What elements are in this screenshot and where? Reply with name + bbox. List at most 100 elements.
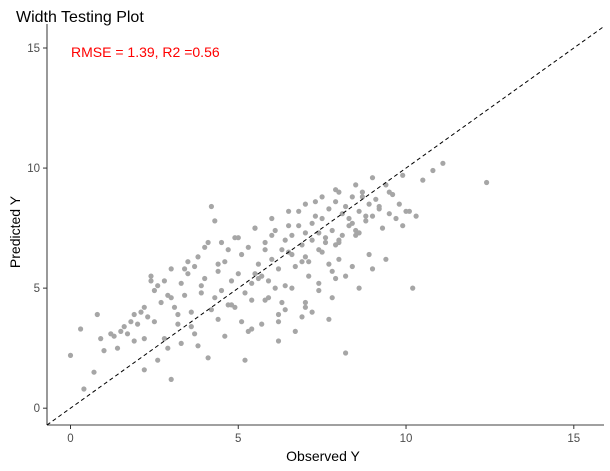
data-point [296, 223, 302, 229]
data-point [218, 287, 225, 294]
data-point [336, 256, 342, 262]
data-point [349, 220, 355, 226]
data-point [286, 223, 292, 229]
data-point [101, 348, 107, 354]
data-point [484, 179, 490, 186]
data-point [292, 263, 298, 270]
data-point [312, 213, 318, 219]
data-point [114, 345, 121, 351]
data-point [205, 355, 211, 361]
data-point [161, 336, 167, 342]
data-point [329, 227, 335, 234]
data-point [353, 227, 359, 234]
data-point [128, 319, 134, 325]
data-point [94, 311, 100, 318]
data-point [286, 208, 292, 214]
data-point [182, 292, 188, 298]
data-point [309, 237, 315, 243]
data-point [225, 247, 231, 253]
data-point [161, 278, 167, 284]
data-point [212, 218, 218, 224]
data-point [212, 295, 218, 301]
data-point [131, 311, 137, 318]
data-point [239, 319, 245, 325]
x-axis-ticks: 0 5 10 15 [67, 425, 580, 445]
data-point [406, 208, 412, 214]
data-point [252, 225, 258, 231]
data-point [322, 239, 329, 246]
data-point [148, 278, 154, 284]
data-point [195, 343, 201, 349]
data-point [198, 283, 204, 289]
x-tick-label: 10 [400, 433, 413, 445]
data-point [275, 319, 282, 325]
data-point [302, 201, 308, 207]
y-tick-label: 0 [34, 403, 40, 415]
data-point [235, 235, 241, 241]
x-tick-label: 5 [235, 433, 241, 445]
data-point [329, 295, 335, 301]
data-point [222, 333, 228, 339]
data-point [386, 211, 392, 217]
data-point [265, 278, 272, 284]
data-point [222, 259, 228, 265]
data-point [242, 290, 248, 296]
data-point [242, 357, 248, 363]
data-point [202, 244, 208, 250]
data-point [343, 350, 349, 356]
data-point [343, 203, 349, 210]
data-point [306, 259, 312, 265]
data-point [131, 338, 137, 344]
data-point [239, 251, 245, 258]
data-point [135, 321, 141, 327]
data-point [316, 287, 322, 294]
data-point [329, 268, 335, 274]
data-point [225, 302, 231, 308]
data-point [312, 199, 318, 205]
data-point [259, 321, 265, 327]
data-point [279, 247, 285, 253]
data-point [145, 314, 151, 320]
data-point [215, 261, 221, 267]
data-point [208, 203, 214, 210]
data-point [366, 201, 372, 207]
data-point [275, 311, 282, 318]
data-point [185, 271, 191, 277]
data-point [168, 266, 174, 272]
data-point [289, 251, 295, 258]
data-point [269, 215, 275, 222]
data-point [228, 278, 235, 284]
data-point [319, 194, 325, 200]
y-tick-label: 10 [27, 163, 40, 175]
data-point [376, 203, 382, 210]
data-point [400, 172, 406, 178]
data-point [252, 271, 258, 277]
data-point [366, 251, 372, 258]
data-point [165, 292, 171, 298]
data-point [349, 194, 355, 200]
data-point [282, 237, 288, 243]
y-tick-label: 15 [27, 43, 40, 55]
data-point [272, 227, 278, 234]
x-axis-title: Observed Y [286, 448, 360, 464]
data-point [98, 336, 104, 342]
rmse-annotation: RMSE = 1.39, R2 =0.56 [71, 44, 220, 60]
data-point [262, 247, 268, 253]
data-point [319, 249, 325, 255]
identity-reference-line [46, 25, 605, 426]
data-point [379, 225, 386, 231]
data-point [363, 218, 369, 224]
data-point [198, 290, 204, 296]
data-point [155, 357, 161, 363]
x-tick-label: 0 [67, 433, 73, 445]
data-point [78, 326, 84, 332]
data-point [255, 261, 261, 267]
data-point [299, 259, 305, 265]
data-point [359, 194, 365, 200]
data-point [309, 309, 315, 315]
data-point [430, 167, 436, 174]
data-point [249, 297, 255, 303]
data-point [316, 280, 322, 286]
data-point [299, 314, 305, 320]
